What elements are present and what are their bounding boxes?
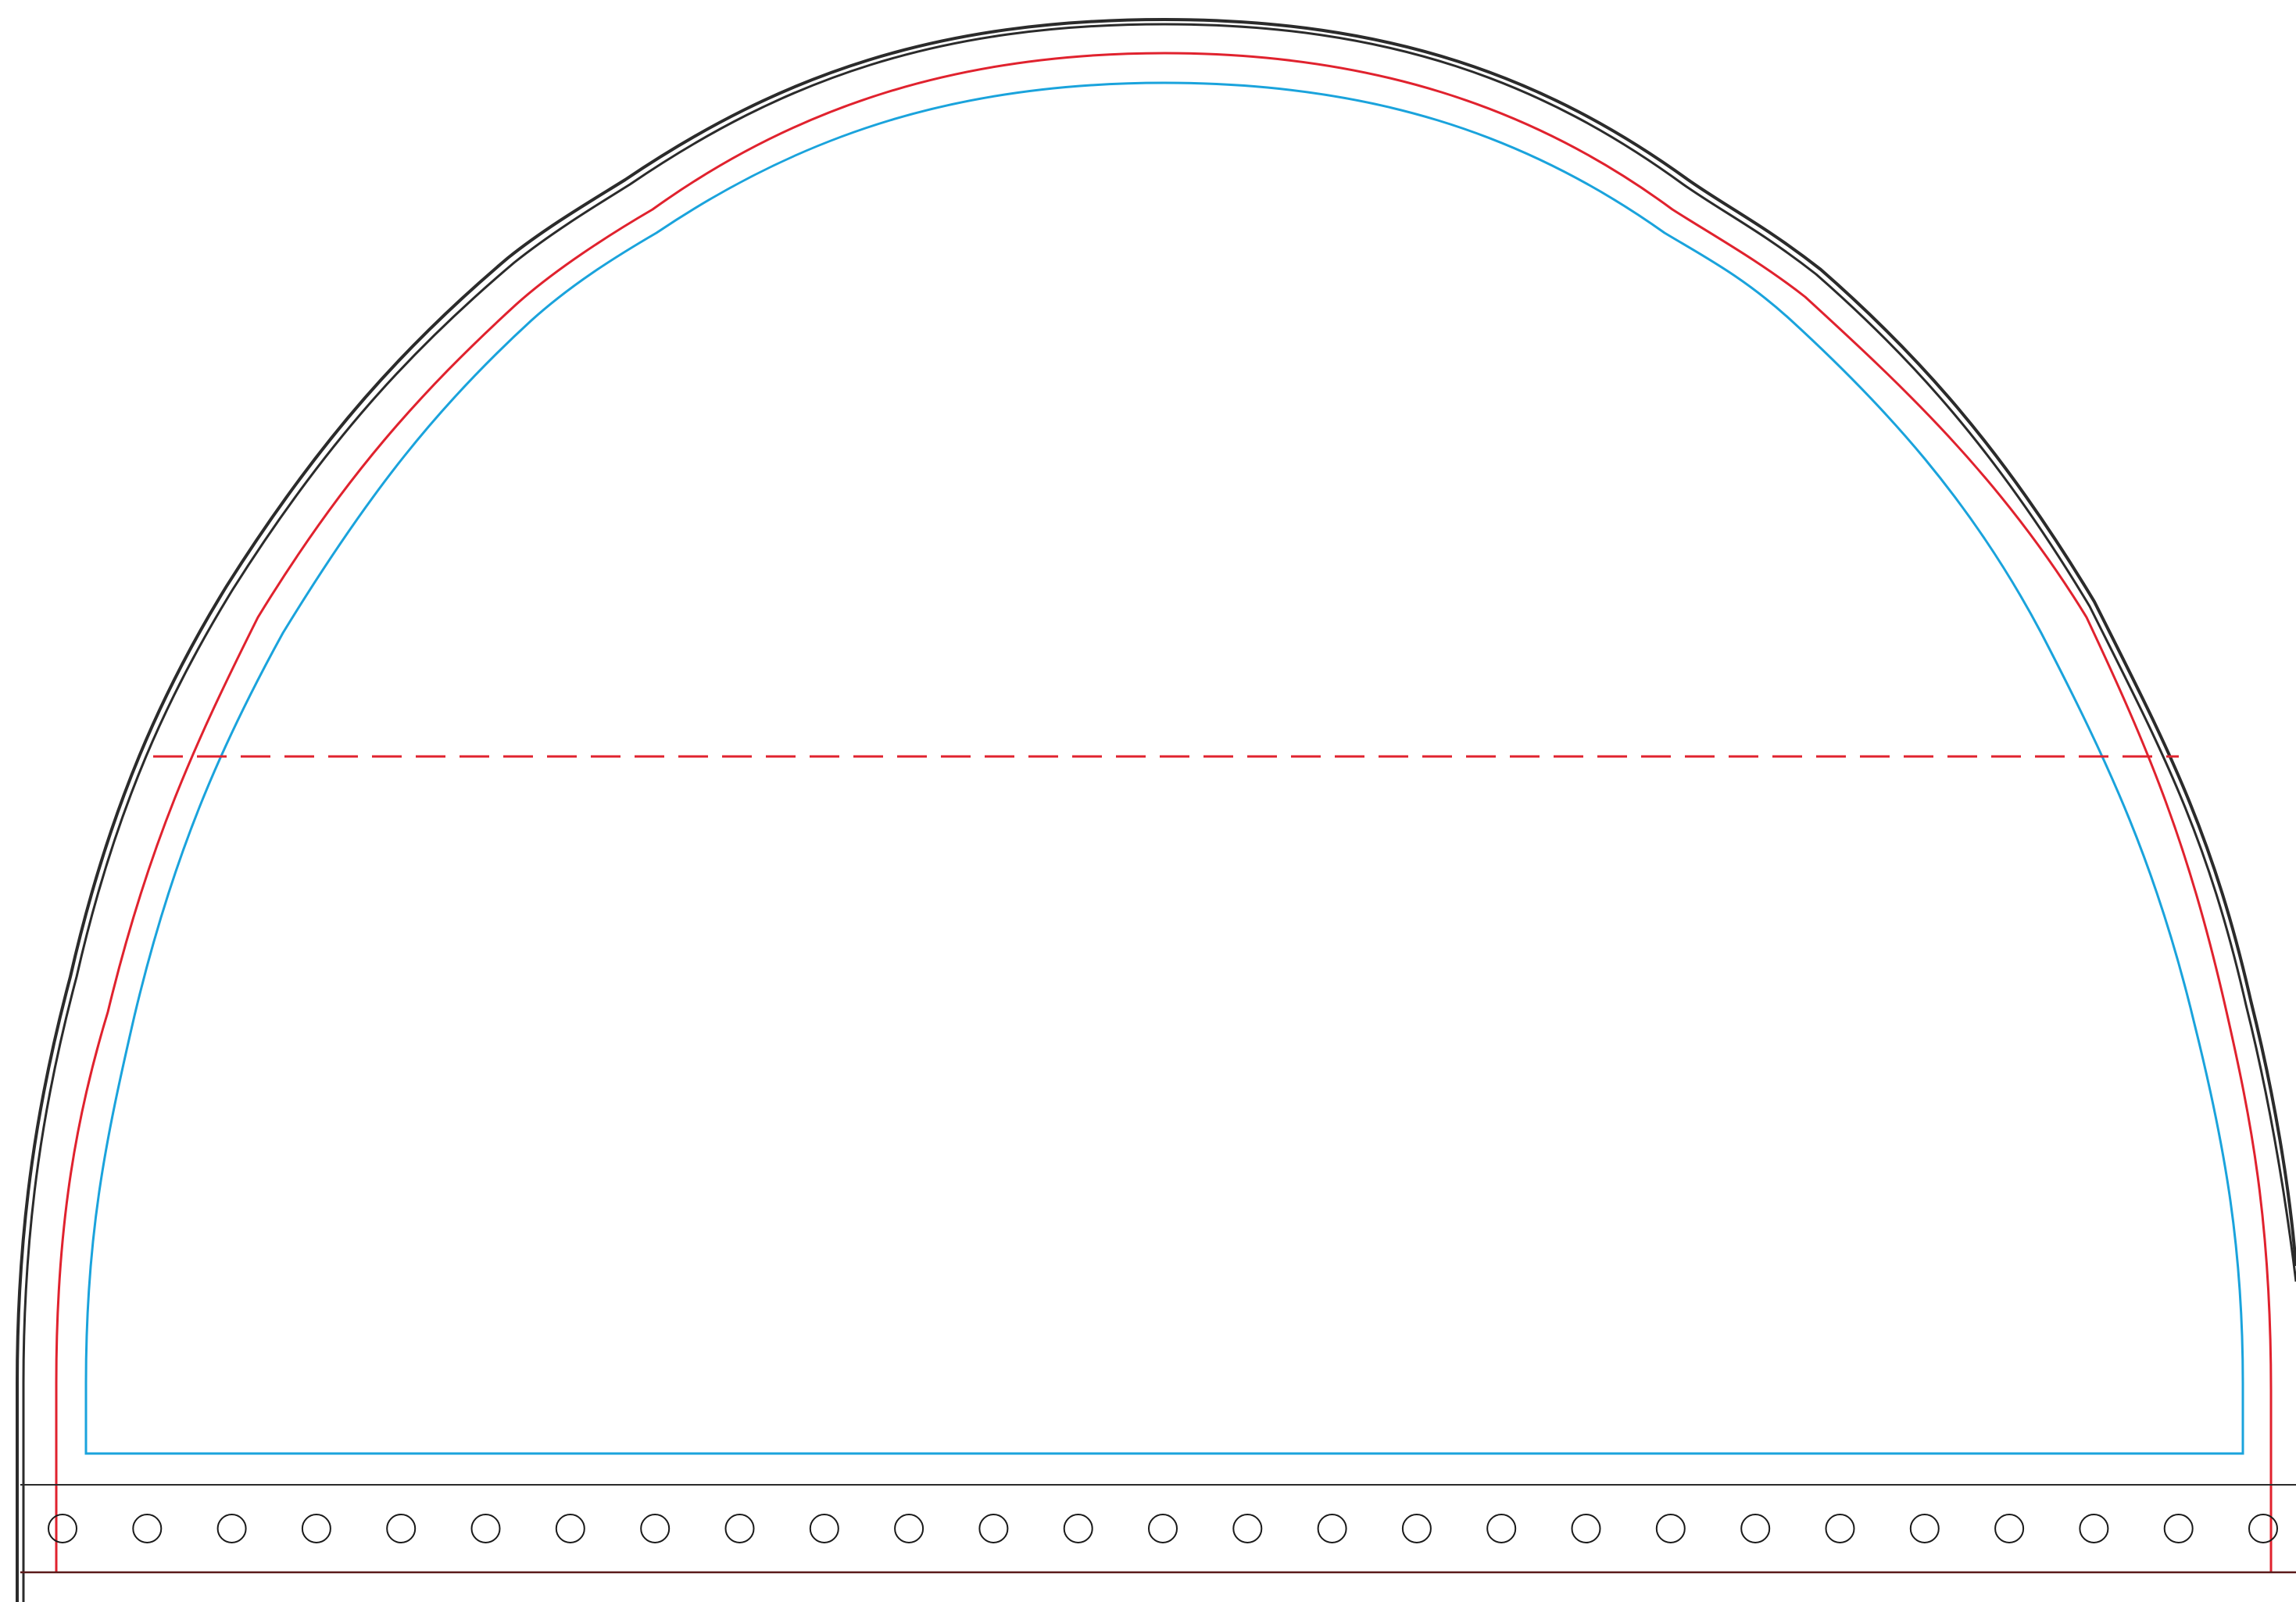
hole (978, 1514, 1009, 1543)
hole (48, 1514, 77, 1543)
hole (640, 1514, 671, 1543)
hole (1994, 1514, 2025, 1543)
hole (724, 1514, 755, 1543)
hole (1148, 1514, 1178, 1543)
hole (809, 1514, 839, 1543)
hole-row (48, 1514, 2278, 1543)
hole (386, 1514, 417, 1543)
hole (1655, 1514, 1686, 1543)
hole (2079, 1514, 2109, 1543)
hole (216, 1514, 247, 1543)
seam-line (55, 52, 2273, 1572)
hole (1486, 1514, 1517, 1543)
outer-cut-line (16, 17, 2296, 1602)
hole (1232, 1514, 1263, 1543)
outer-cut-line-stroke-a (16, 17, 2296, 1602)
hole (1909, 1514, 1940, 1543)
hole (1317, 1514, 1347, 1543)
outer-cut-line-stroke-b (22, 23, 2296, 1602)
hole (301, 1514, 331, 1543)
hole (894, 1514, 924, 1543)
hole (1063, 1514, 1093, 1543)
hole (1571, 1514, 1601, 1543)
hole (555, 1514, 585, 1543)
hole (1740, 1514, 1771, 1543)
inner-line (84, 81, 2244, 1455)
hole (2163, 1514, 2194, 1543)
hole (1825, 1514, 1855, 1543)
hole (132, 1514, 163, 1543)
hole (2248, 1514, 2278, 1543)
hole (1401, 1514, 1432, 1543)
hole (470, 1514, 501, 1543)
